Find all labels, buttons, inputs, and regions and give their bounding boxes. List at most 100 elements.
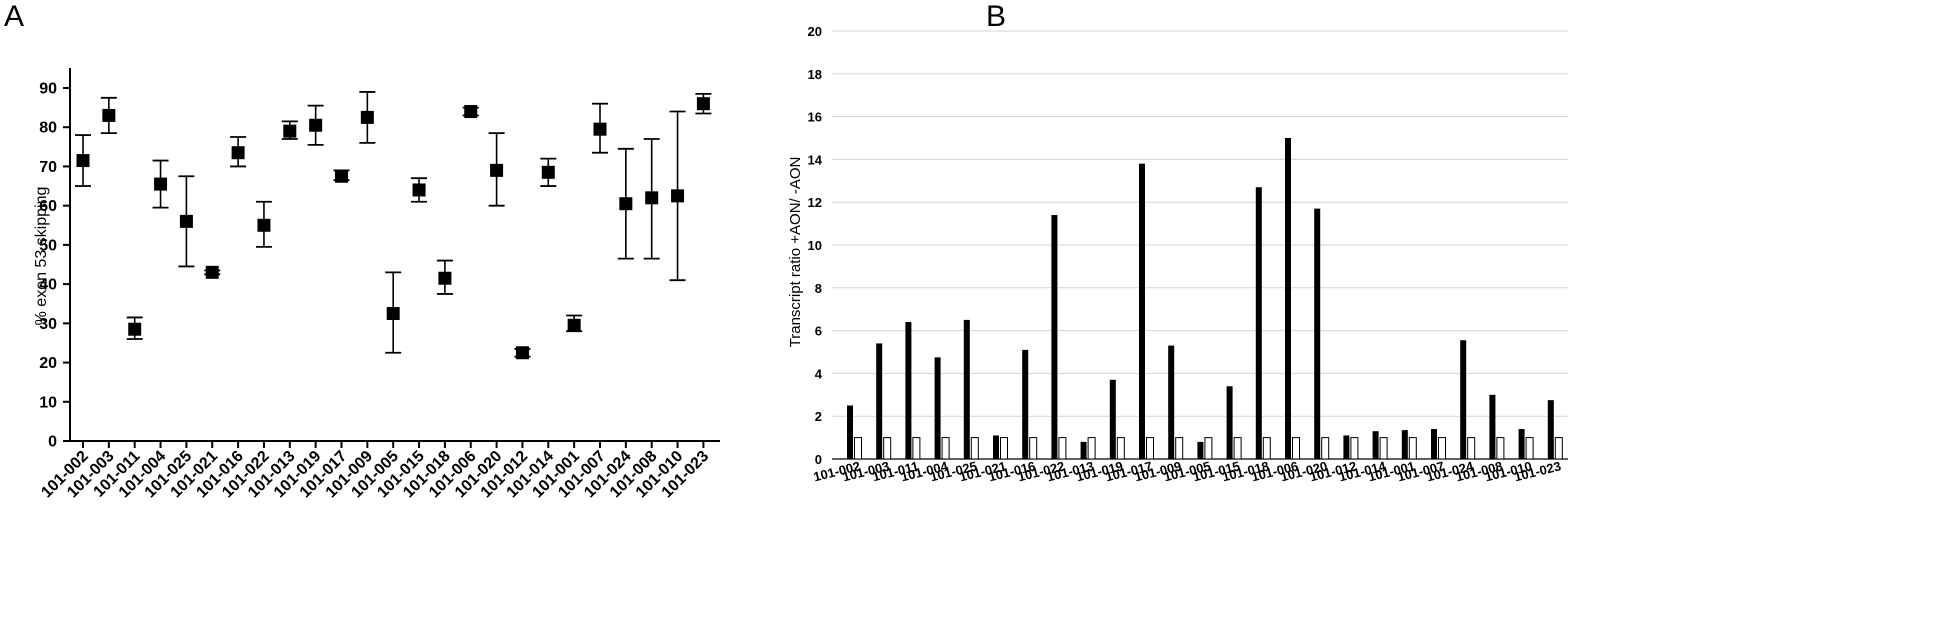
chart-b-bar-untreated (1350, 437, 1359, 460)
chart-a-point (515, 346, 529, 360)
chart-b-bar-untreated (1175, 437, 1184, 460)
chart-a-y-tick-label: 60 (39, 198, 57, 215)
chart-b-bar-untreated (1262, 437, 1271, 460)
chart-a-point (696, 97, 710, 111)
chart-a-point (541, 165, 555, 179)
chart-b-bar-treated (1460, 340, 1467, 459)
chart-a-point (309, 118, 323, 132)
chart-b-bar-treated (993, 435, 999, 459)
chart-b-bar-untreated (1496, 437, 1505, 460)
panel-a-letter: A (4, 0, 24, 33)
chart-a-point (490, 163, 504, 177)
chart-b-y-tick-label: 10 (808, 238, 822, 253)
chart-b-bar-untreated (1116, 437, 1125, 460)
chart-a-y-axis-label: % exon 53 skipping (33, 187, 50, 326)
chart-a-point (567, 318, 581, 332)
chart-b-bar-treated (1080, 441, 1087, 459)
chart-b-bar-treated (1168, 345, 1175, 459)
chart-b-bar-untreated (883, 437, 892, 460)
chart-b-bar-untreated (854, 437, 862, 460)
chart-b-bar-treated (1255, 187, 1262, 459)
chart-b-bar-treated (905, 322, 912, 459)
chart-b-bar-treated (847, 405, 853, 459)
chart-b-bar-treated (1022, 349, 1029, 459)
chart-b-bar-untreated (1408, 437, 1417, 460)
chart-b-bar-treated (934, 357, 941, 459)
chart-a-point (464, 105, 478, 119)
chart-b-bar-untreated (1204, 437, 1213, 460)
chart-b-bar-treated (1314, 208, 1321, 459)
chart-a-point (179, 214, 193, 228)
chart-b-y-tick-label: 18 (808, 67, 822, 82)
chart-b-y-tick-label: 6 (815, 324, 822, 339)
chart-b-bar-treated (1489, 394, 1496, 459)
chart-b-bar-untreated (1379, 437, 1388, 460)
chart-a-point (593, 122, 607, 136)
chart-a-point (231, 146, 245, 160)
chart-b-bar-treated (1547, 400, 1554, 459)
panel-b-letter: B (986, 0, 1006, 33)
chart-a: % exon 53 skipping 010203040506070809010… (33, 68, 720, 501)
chart-a-point (205, 265, 219, 279)
chart-b-bar-treated (1285, 138, 1291, 459)
chart-b-y-tick-label: 8 (815, 281, 822, 296)
chart-a-point (335, 169, 348, 183)
chart-b-y-tick-label: 16 (808, 110, 822, 125)
chart-b-bar-untreated (1029, 437, 1038, 460)
chart-b-y-tick-label: 12 (808, 195, 822, 210)
chart-a-point (412, 183, 426, 197)
chart-b-bar-treated (1518, 429, 1525, 459)
chart-a-y-tick-label: 70 (39, 159, 57, 176)
chart-a-y-tick-label: 80 (39, 120, 57, 137)
chart-b-bar-treated (1401, 430, 1408, 459)
chart-b-bar-untreated (1525, 437, 1534, 460)
chart-b-bar-untreated (1292, 437, 1300, 460)
chart-b-y-tick-label: 14 (808, 152, 823, 167)
chart-b-bar-treated (1139, 163, 1145, 459)
chart-a-point (671, 189, 685, 203)
chart-a-y-tick-label: 30 (39, 316, 57, 333)
chart-b-bar-treated (1226, 386, 1233, 459)
chart-b-bar-untreated (1321, 437, 1330, 460)
chart-b-bar-treated (1372, 431, 1379, 459)
chart-b-y-tick-label: 20 (808, 24, 822, 39)
chart-b-bar-treated (1197, 441, 1204, 459)
chart-b-bar-untreated (941, 437, 950, 460)
chart-b-bar-untreated (1146, 437, 1154, 460)
chart-a-point (257, 218, 271, 232)
chart-b-bar-untreated (1467, 437, 1476, 460)
chart-b-bar-treated (1431, 429, 1437, 459)
chart-b-bar-treated (876, 343, 883, 459)
chart-a-point (76, 154, 90, 168)
chart-a-y-tick-label: 20 (39, 355, 57, 372)
chart-b-y-tick-label: 4 (815, 366, 823, 381)
chart-b-bar-untreated (1554, 437, 1563, 460)
chart-b-bar-untreated (1233, 437, 1242, 460)
chart-a-y-tick-label: 90 (39, 81, 57, 98)
chart-b-bar-untreated (1000, 437, 1008, 460)
chart-a-y-tick-label: 40 (39, 277, 57, 294)
chart-b-y-tick-label: 0 (815, 452, 822, 467)
chart-a-y-tick-label: 10 (39, 394, 57, 411)
chart-b-bar-treated (963, 319, 970, 459)
chart-b-bar-untreated (912, 437, 921, 460)
chart-b-bar-treated (1343, 435, 1350, 459)
chart-b-bar-untreated (1087, 437, 1096, 460)
chart-b-y-tick-label: 2 (815, 409, 822, 424)
chart-a-point (283, 124, 297, 138)
chart-b-bar-treated (1051, 215, 1058, 459)
chart-a-point (645, 191, 659, 205)
chart-a-point (102, 108, 116, 122)
chart-b-bar-untreated (970, 437, 979, 460)
chart-b: Transcript ratio +AON/ -AON 0 2 4 6 8 10 12 14 1… (787, 24, 1568, 484)
chart-a-y-tick-label: 0 (48, 434, 57, 451)
chart-a-y-tick-label: 50 (39, 237, 57, 254)
chart-a-point (128, 322, 142, 336)
chart-b-y-axis-label: Transcript ratio +AON/ -AON (787, 157, 804, 348)
chart-a-point (360, 110, 374, 124)
chart-a-point (619, 197, 633, 211)
chart-b-bar-treated (1109, 379, 1116, 459)
chart-b-bar-untreated (1058, 437, 1067, 460)
chart-a-point (154, 177, 168, 191)
